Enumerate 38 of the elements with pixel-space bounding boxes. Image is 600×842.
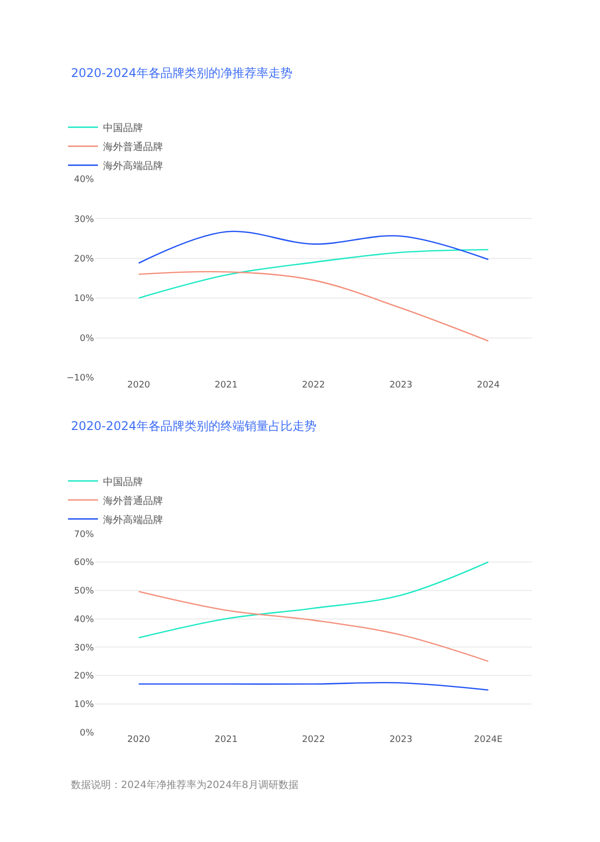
legend-label: 中国品牌 <box>103 122 143 134</box>
line-series <box>138 590 489 662</box>
line-series <box>138 248 489 299</box>
y-tick-label: 20% <box>74 672 94 682</box>
x-tick-label: 2021 <box>214 735 238 746</box>
x-tick-label: 2020 <box>127 735 150 746</box>
x-tick-label: 2023 <box>389 380 412 391</box>
x-tick-label: 2022 <box>302 735 325 746</box>
line-series <box>138 270 489 342</box>
legend-label: 海外普通品牌 <box>103 494 163 507</box>
y-tick-label: −10% <box>66 374 94 384</box>
text: 数据说明：2024年净推荐率为2024年8月调研数据 <box>71 779 298 791</box>
chart-title: 2020-2024年各品牌类别的净推荐率走势 <box>71 66 292 80</box>
y-tick-label: 10% <box>74 700 94 710</box>
x-tick-label: 2022 <box>302 380 325 391</box>
legend-label: 海外高端品牌 <box>103 514 163 526</box>
y-tick-label: 0% <box>80 334 94 344</box>
y-tick-label: 10% <box>74 294 94 304</box>
line-series <box>138 230 489 264</box>
x-tick-label: 2024 <box>476 380 500 391</box>
y-tick-label: 70% <box>74 530 94 540</box>
x-tick-label: 2020 <box>127 380 150 391</box>
legend-label: 海外普通品牌 <box>103 141 163 154</box>
y-tick-label: 50% <box>74 586 94 597</box>
y-tick-label: 30% <box>74 643 94 654</box>
legend-label: 中国品牌 <box>103 476 143 488</box>
y-tick-label: 60% <box>74 558 94 568</box>
x-tick-label: 2024E <box>474 735 503 746</box>
y-tick-label: 0% <box>80 728 94 738</box>
line-series <box>138 561 489 638</box>
chart-title: 2020-2024年各品牌类别的终端销量占比走势 <box>71 419 316 433</box>
legend-label: 海外高端品牌 <box>103 160 163 172</box>
y-tick-label: 20% <box>74 254 94 264</box>
y-tick-label: 40% <box>74 614 94 625</box>
y-tick-label: 40% <box>74 175 94 186</box>
y-tick-label: 30% <box>74 214 94 225</box>
x-tick-label: 2023 <box>389 735 412 746</box>
x-tick-label: 2021 <box>214 380 238 391</box>
